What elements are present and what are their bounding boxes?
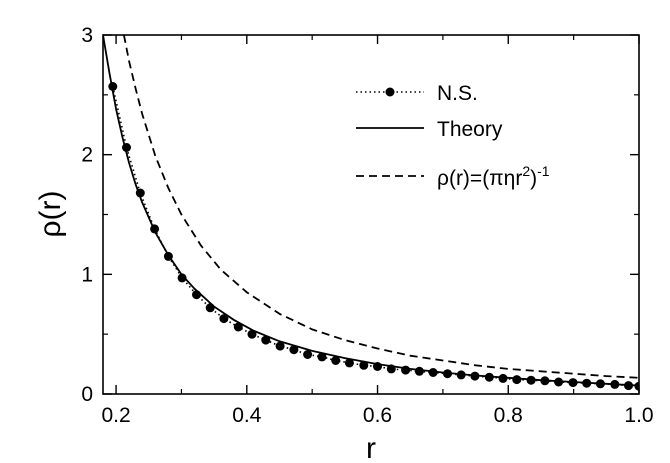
series-ns-point [247,329,257,339]
series-ns-point [386,364,396,374]
series-ns-point [261,335,271,345]
series-ns-point [344,358,354,368]
series-ns-point [428,368,438,377]
y-tick-label: 0 [81,383,93,406]
series-ns-line [112,86,639,387]
series-formula-line [123,35,639,379]
series-ns-point [122,143,131,152]
series-ns-point [595,379,605,389]
series-ns-point [568,378,578,388]
legend-formula-label: ρ(r)=(πηr2)-1 [437,163,550,190]
x-tick-label: 0.6 [363,404,392,427]
y-axis-title: ρ(r) [34,190,67,237]
x-tick-label: 0.2 [101,404,130,427]
ticks-layer [103,34,640,395]
legend-formula-base: ρ(r)=(πηr [437,167,522,190]
series-theory-line [103,35,639,387]
series-ns-point [317,352,327,362]
series-ns-point [135,188,145,198]
tick-labels-layer: 0.2 0.4 0.6 0.8 1.0 0 1 2 3 [81,24,653,427]
series-ns-point [359,360,369,370]
series-ns-point [512,375,522,385]
series-ns-point [303,350,313,359]
legend-formula-sup-1: 2 [522,163,530,179]
y-tick-label: 3 [81,24,93,47]
series-ns-point [470,371,480,381]
legend-formula-close: ) [530,167,537,190]
series-ns-point [554,377,564,387]
series-ns-point [414,366,424,376]
x-tick-label: 1.0 [624,404,653,427]
series-ns-point [582,378,592,388]
series-ns-point [275,341,285,351]
series-ns-point [150,224,160,234]
legend-formula-sup-2: -1 [537,163,550,179]
x-tick-label: 0.8 [494,404,523,427]
series-ns-point [177,273,187,283]
y-tick-label: 2 [81,144,93,167]
series-ns-point [205,303,215,313]
series-ns-point [498,373,508,383]
series-ns-point [526,375,536,385]
series-ns-point [456,370,466,380]
y-tick-label: 1 [81,263,93,286]
series-ns-point [163,251,173,261]
series-ns-point [192,290,201,300]
legend-ns-marker [385,87,395,97]
legend: N.S. Theory ρ(r)=(πηr2)-1 [356,82,550,190]
series-layer [103,35,639,391]
series-ns-point [373,362,382,371]
series-ns-point [108,82,118,91]
x-tick-label: 0.4 [232,404,262,427]
series-ns-point [624,381,633,391]
legend-ns-label: N.S. [437,82,478,105]
x-axis-title: r [366,432,376,463]
series-ns-point [289,345,299,355]
legend-theory-label: Theory [437,118,503,141]
series-ns-point [233,322,243,332]
series-ns-point [331,356,341,365]
series-ns-point [540,376,550,386]
series-ns-point [610,379,620,389]
series-ns-point [401,365,411,375]
plot-frame [102,34,640,395]
series-ns-point [484,372,494,382]
series-ns-point [634,381,639,391]
series-ns-point [443,369,452,379]
series-ns-point [219,314,229,324]
